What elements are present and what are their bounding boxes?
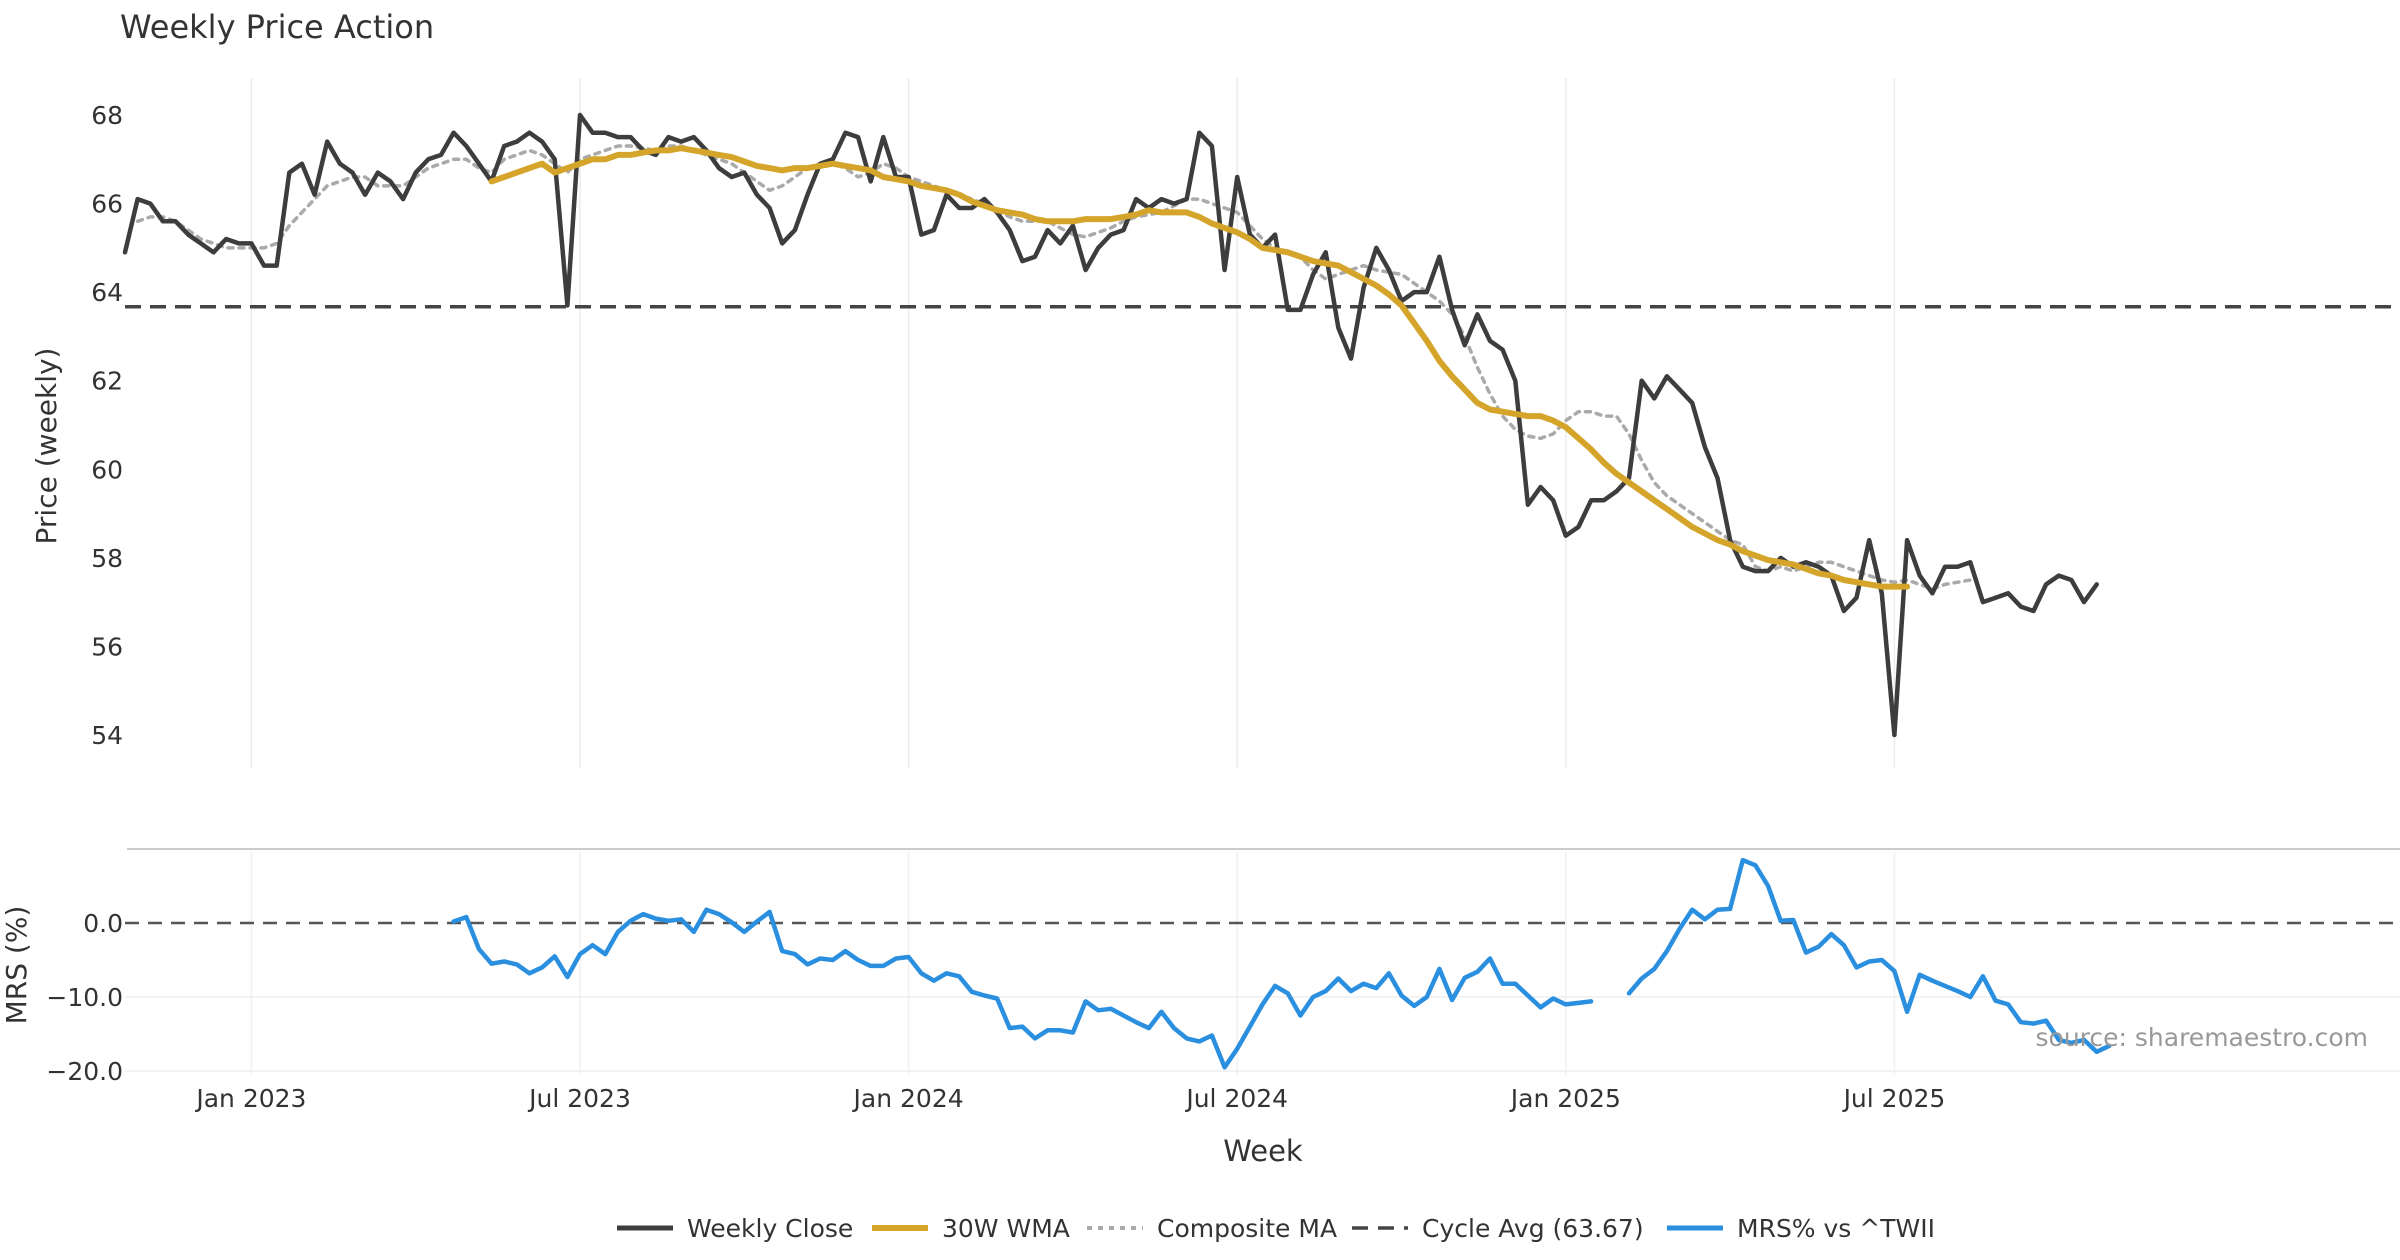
mrs-y-axis-label: MRS (%) <box>0 906 33 1025</box>
legend-label-composite-ma: Composite MA <box>1157 1214 1337 1243</box>
mrs-y-ticks: 0.0 −10.0 −20.0 <box>46 909 123 1086</box>
legend-item-mrs-vs-twii: MRS% vs ^TWII <box>1667 1214 1935 1243</box>
mrs-panel: 0.0 −10.0 −20.0 MRS (%) source: sharemaest… <box>0 848 2400 1086</box>
price-y-axis-label: Price (weekly) <box>30 348 63 545</box>
mrs-y-tick-1: −10.0 <box>46 983 123 1012</box>
price-y-tick-62: 62 <box>91 367 123 396</box>
legend-label-mrs-vs-twii: MRS% vs ^TWII <box>1737 1214 1935 1243</box>
legend-item-weekly-close: Weekly Close <box>617 1214 853 1243</box>
x-tick-jul-2024: Jul 2024 <box>1184 1084 1288 1113</box>
price-series <box>122 112 2400 738</box>
legend-item-30w-wma: 30W WMA <box>872 1214 1070 1243</box>
legend-label-30w-wma: 30W WMA <box>942 1214 1070 1243</box>
x-axis-ticks: Jan 2023 Jul 2023 Jan 2024 Jul 2024 Jan 2025… <box>194 1084 1945 1113</box>
price-y-tick-56: 56 <box>91 632 123 661</box>
legend-label-weekly-close: Weekly Close <box>687 1214 853 1243</box>
x-axis-label: Week <box>1223 1134 1303 1168</box>
composite-ma-series <box>135 144 1973 591</box>
mrs-series <box>125 857 2400 1070</box>
mrs-gridlines <box>125 852 2400 1075</box>
price-y-tick-66: 66 <box>91 190 123 219</box>
mrs-y-tick-2: −20.0 <box>46 1057 123 1086</box>
x-tick-jan-2025: Jan 2025 <box>1509 1084 1621 1113</box>
price-y-tick-54: 54 <box>91 721 123 750</box>
chart-title: Weekly Price Action <box>120 8 434 46</box>
weekly-close-series <box>122 112 2099 738</box>
legend: Weekly Close 30W WMA Composite MA Cycle Avg… <box>617 1214 1935 1243</box>
legend-label-cycle-avg-63-67: Cycle Avg (63.67) <box>1422 1214 1644 1243</box>
price-y-tick-68: 68 <box>91 101 123 130</box>
legend-item-composite-ma: Composite MA <box>1087 1214 1337 1243</box>
x-tick-jan-2023: Jan 2023 <box>194 1084 306 1113</box>
price-y-ticks: 54 56 58 60 62 64 66 68 <box>91 101 123 750</box>
price-y-tick-60: 60 <box>91 455 123 484</box>
source-annotation: source: sharemaestro.com <box>2036 1023 2369 1052</box>
30w-wma-series <box>488 145 1911 590</box>
mrs-series <box>451 857 2112 1070</box>
price-y-tick-64: 64 <box>91 278 123 307</box>
price-panel: 54 56 58 60 62 64 66 68 Price (weekly) <box>30 78 2400 768</box>
x-tick-jan-2024: Jan 2024 <box>852 1084 964 1113</box>
mrs-y-tick-0: 0.0 <box>83 909 123 938</box>
legend-item-cycle-avg-63-67: Cycle Avg (63.67) <box>1352 1214 1644 1243</box>
x-tick-jul-2025: Jul 2025 <box>1842 1084 1946 1113</box>
price-y-tick-58: 58 <box>91 544 123 573</box>
x-tick-jul-2023: Jul 2023 <box>527 1084 631 1113</box>
